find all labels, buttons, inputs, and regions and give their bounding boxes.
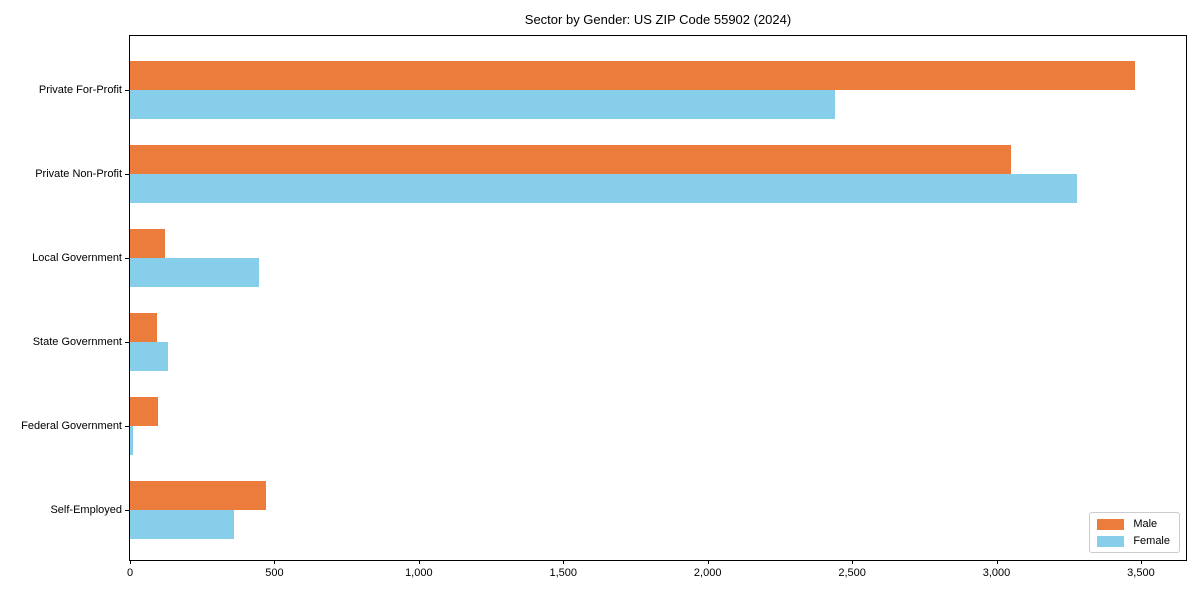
x-axis-tick-label: 2,500 [838, 567, 866, 579]
y-axis-category-label: State Government [32, 335, 122, 348]
x-axis-tick [852, 560, 854, 564]
x-axis-tick [130, 560, 131, 564]
bar-male-5 [130, 396, 159, 426]
bar-female-3 [130, 257, 259, 287]
bar-male-2 [130, 144, 1011, 174]
y-axis-tick [125, 341, 129, 343]
y-axis-category-label: Local Government [32, 251, 122, 264]
x-axis-tick [274, 560, 276, 564]
bar-male-3 [130, 228, 166, 258]
y-axis-category-label: Private For-Profit [38, 83, 122, 96]
x-axis-tick-label: 500 [265, 567, 284, 579]
y-axis-category-label: Self-Employed [50, 503, 122, 516]
x-axis-tick-label: 1,000 [405, 567, 433, 579]
x-axis-tick-label: 3,000 [982, 567, 1011, 579]
bar-male-6 [130, 480, 266, 510]
legend-item-female: Female [1097, 535, 1170, 547]
x-axis-tick [1140, 560, 1142, 564]
y-axis-tick [125, 257, 129, 259]
legend-swatch-male [1097, 518, 1125, 530]
x-axis-tick-label: 1,500 [549, 567, 578, 579]
y-axis-category-label: Private Non-Profit [35, 167, 122, 180]
bar-female-4 [130, 341, 168, 371]
y-axis-tick [125, 425, 129, 427]
bar-female-5 [130, 425, 133, 455]
bar-female-1 [130, 89, 835, 119]
x-axis-tick-label: 3,500 [1127, 567, 1155, 579]
x-axis-tick [707, 560, 709, 564]
bar-male-4 [130, 312, 158, 342]
legend-label-male: Male [1133, 518, 1158, 530]
bar-male-1 [130, 60, 1136, 90]
x-axis-tick [996, 560, 998, 564]
x-axis-tick [418, 560, 420, 564]
y-axis-tick [125, 89, 129, 91]
y-axis-category-label: Federal Government [21, 419, 122, 432]
chart-title: Sector by Gender: US ZIP Code 55902 (202… [524, 12, 792, 27]
legend-label-female: Female [1133, 535, 1170, 547]
y-axis-tick [125, 509, 129, 511]
plot-area: Private For-Profit Private Non-Profit Loca… [21, 35, 1187, 579]
legend: Male Female [1089, 512, 1180, 553]
legend-swatch-female [1097, 535, 1125, 547]
x-axis-tick-label: 0 [126, 567, 134, 579]
x-axis-tick-label: 2,000 [693, 567, 722, 579]
bar-female-6 [130, 509, 234, 539]
x-axis-tick [563, 560, 565, 564]
bar-female-2 [130, 173, 1078, 203]
legend-item-male: Male [1097, 518, 1170, 530]
y-axis-tick [125, 173, 129, 175]
